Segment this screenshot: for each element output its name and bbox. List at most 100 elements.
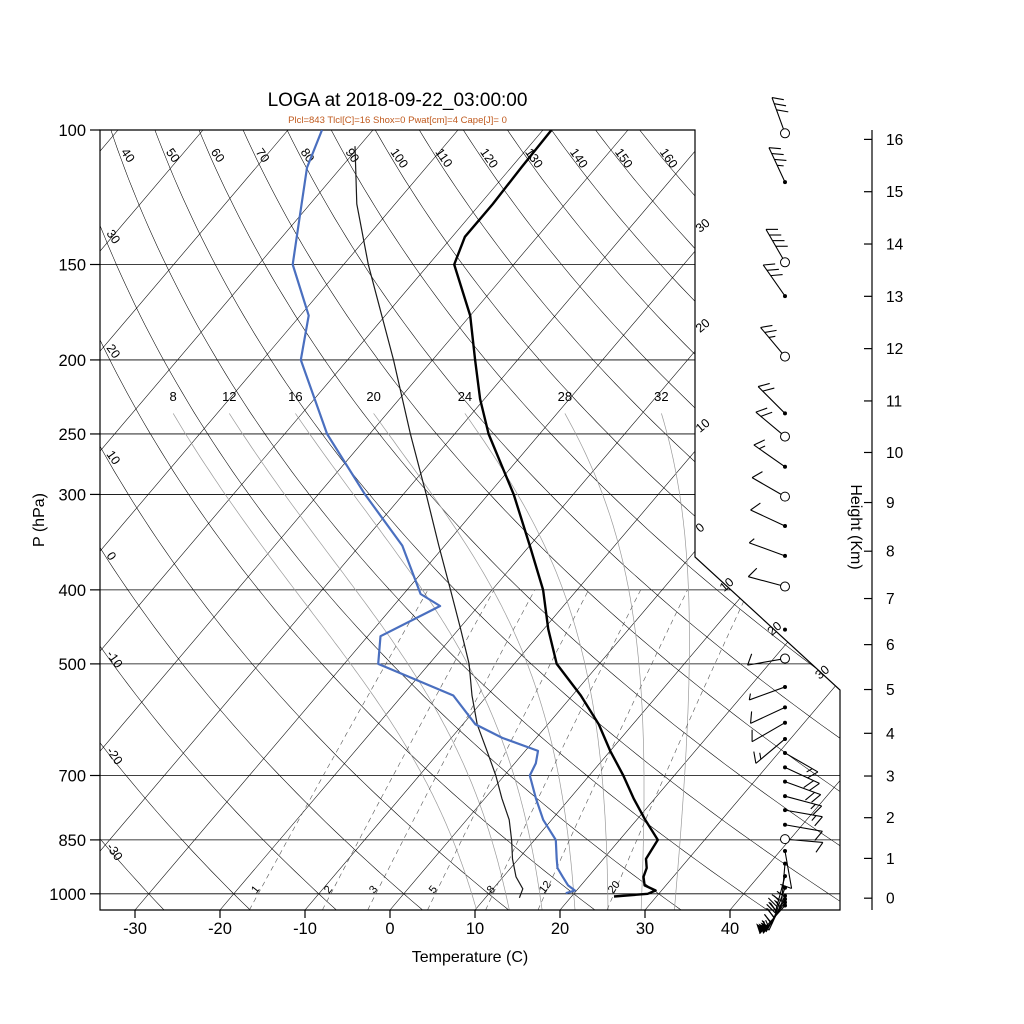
- wind-station-dot: [783, 903, 787, 908]
- chart-title: LOGA at 2018-09-22_03:00:00: [267, 90, 528, 111]
- wind-station-dot: [783, 705, 787, 710]
- mixing-ratio-label: 12: [537, 879, 554, 896]
- wind-station-dot: [783, 885, 787, 890]
- isotherm-label: 20: [765, 619, 785, 639]
- wind-station-dot: [783, 294, 787, 299]
- wind-station-dot: [783, 627, 787, 632]
- wind-station-dot: [783, 180, 787, 185]
- dry-adiabat-label: 80: [298, 146, 317, 165]
- wind-station-circle: [780, 491, 790, 502]
- dry-adiabat-label: 0: [104, 549, 119, 563]
- pressure-tick-label: 250: [58, 426, 86, 444]
- height-tick-label: 14: [886, 237, 904, 254]
- dry-adiabat-label: -30: [104, 841, 126, 864]
- pressure-axis: 100 150 200 250 300 400 500 700 850 1000 P (hPa): [31, 122, 100, 904]
- wind-station-dot: [783, 750, 787, 755]
- moist-adiabat-label: 8: [170, 389, 177, 404]
- temperature-tick-label: -10: [293, 920, 317, 938]
- height-tick-label: 4: [886, 726, 895, 743]
- moist-adiabat-label: 20: [366, 389, 380, 404]
- dry-adiabat-label: -10: [104, 648, 126, 671]
- wind-station-dot: [783, 411, 787, 416]
- height-tick-label: 10: [886, 445, 904, 462]
- pressure-axis-title: P (hPa): [31, 493, 48, 547]
- wind-station-dot: [783, 779, 787, 784]
- temperature-tick-label: 20: [551, 920, 569, 938]
- isotherm-label: 10: [693, 416, 713, 436]
- wind-station-circle: [780, 257, 790, 268]
- height-tick-label: 11: [886, 393, 902, 410]
- height-tick-label: 15: [886, 184, 903, 201]
- height-tick-label: 2: [886, 810, 895, 827]
- height-tick-label: 8: [886, 544, 895, 561]
- temperature-tick-label: 40: [721, 920, 739, 938]
- dry-adiabat-label: -20: [104, 745, 126, 768]
- height-tick-label: 5: [886, 682, 895, 699]
- pressure-tick-label: 150: [58, 257, 86, 275]
- dewpoint-curve: [291, 130, 577, 895]
- wind-station-dot: [783, 553, 787, 558]
- wind-station-dot: [783, 861, 787, 866]
- parcel-curve: [354, 146, 524, 899]
- wind-station-circle: [780, 351, 790, 362]
- sounding-curves: [291, 130, 659, 899]
- pressure-tick-label: 1000: [49, 886, 86, 904]
- moist-adiabat-label: 24: [458, 389, 472, 404]
- dry-adiabat-label: 160: [657, 146, 680, 171]
- pressure-tick-label: 400: [58, 582, 86, 600]
- dry-adiabat-label: 150: [612, 146, 635, 171]
- dry-adiabat-label: 140: [567, 146, 590, 171]
- wind-station-circle: [780, 834, 790, 845]
- moist-adiabat-label: 28: [558, 389, 572, 404]
- isotherm-label: 20: [693, 316, 713, 336]
- isotherms: [100, 130, 840, 910]
- wind-station-dot: [783, 822, 787, 827]
- pressure-tick-label: 700: [58, 767, 86, 785]
- temperature-axis-title: Temperature (C): [412, 949, 528, 966]
- height-tick-label: 6: [886, 637, 895, 654]
- moist-adiabat-label: 12: [222, 389, 236, 404]
- dry-adiabat-label: 120: [477, 146, 500, 171]
- dry-adiabat-label: 100: [387, 146, 410, 171]
- height-tick-label: 12: [886, 341, 903, 358]
- mixing-ratio-label: 20: [606, 879, 623, 896]
- dry-adiabat-label: 50: [163, 146, 182, 165]
- moist-adiabat-labels: 8 12 16 20 24 28 32: [170, 389, 669, 404]
- temperature-curve: [453, 130, 659, 898]
- wind-station-dot: [783, 897, 787, 902]
- chart-subtitle: Plcl=843 Tlcl[C]=16 Shox=0 Pwat[cm]=4 Ca…: [288, 115, 507, 126]
- wind-station-circle: [780, 431, 790, 442]
- height-tick-label: 13: [886, 289, 903, 306]
- wind-station-circle: [780, 653, 790, 664]
- dry-adiabat-label: 60: [208, 146, 227, 165]
- isotherm-label: 10: [717, 575, 737, 595]
- dry-adiabat-labels: -30 -20 -10 0 10 20 30 40 50 60 70 80 90 100 110 120 130…: [104, 146, 681, 864]
- isotherm-label: 30: [693, 216, 713, 236]
- wind-station-dot: [783, 893, 787, 898]
- wind-station-dot: [783, 794, 787, 799]
- temperature-tick-label: -20: [208, 920, 232, 938]
- dry-adiabat-label: 90: [343, 146, 362, 165]
- moist-adiabats: [172, 413, 690, 910]
- dry-adiabat-label: 40: [118, 146, 137, 165]
- wind-station-dot: [783, 808, 787, 813]
- height-tick-label: 3: [886, 769, 895, 786]
- pressure-tick-label: 100: [58, 122, 86, 140]
- dry-adiabat-label: 70: [253, 146, 272, 165]
- moist-adiabat-label: 16: [288, 389, 302, 404]
- moist-adiabat-label: 32: [654, 389, 668, 404]
- pressure-tick-label: 200: [58, 352, 86, 370]
- dry-adiabat-label: 20: [104, 342, 123, 361]
- isotherm-label: 30: [812, 662, 832, 682]
- height-tick-label: 7: [886, 591, 895, 608]
- wind-station-dot: [783, 720, 787, 725]
- temperature-tick-label: 10: [466, 920, 484, 938]
- height-axis-title: Height (Km): [847, 484, 864, 569]
- wind-station-dot: [783, 765, 787, 770]
- mixing-ratio-lines: [249, 589, 750, 910]
- wind-station-dot: [783, 900, 787, 905]
- height-tick-label: 0: [886, 891, 895, 908]
